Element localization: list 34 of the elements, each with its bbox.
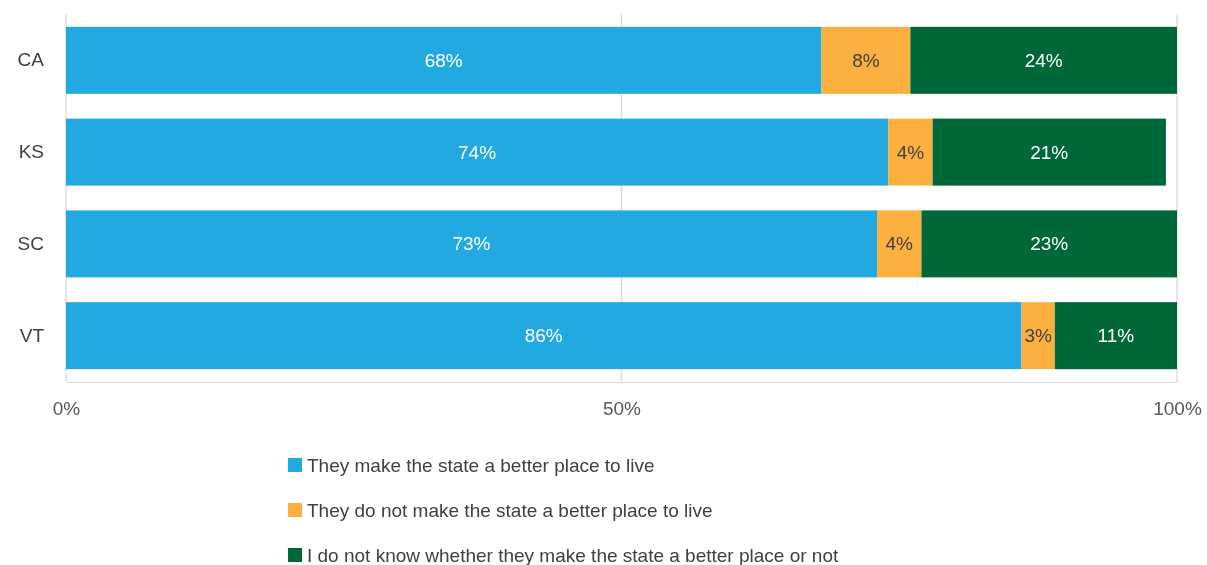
- bar: [932, 118, 1166, 186]
- bar: [1054, 302, 1177, 370]
- data-label: 74%: [458, 141, 497, 163]
- data-label: 21%: [1030, 141, 1069, 163]
- bar: [910, 26, 1177, 94]
- data-label: 4%: [885, 233, 914, 255]
- data-label: 86%: [524, 325, 563, 347]
- data-label: 68%: [424, 49, 463, 71]
- bar: [66, 118, 889, 186]
- bar: [1021, 302, 1055, 370]
- y-tick-label: SC: [17, 232, 44, 254]
- data-label: 4%: [896, 141, 925, 163]
- x-tick-label: 0%: [52, 398, 81, 420]
- bar: [66, 210, 878, 278]
- legend-label: I do not know whether they make the state a better place or not: [307, 544, 839, 565]
- bar: [821, 26, 911, 94]
- bar: [888, 118, 933, 186]
- x-tick-label: 100%: [1153, 398, 1202, 420]
- legend-label: They do not make the state a better place to live: [307, 499, 713, 521]
- data-label: 23%: [1030, 233, 1069, 255]
- data-label: 8%: [852, 49, 880, 71]
- legend-label: They make the state a better place to live: [307, 454, 655, 476]
- data-label: 11%: [1097, 325, 1135, 347]
- data-label: 3%: [1024, 325, 1052, 347]
- bar: [921, 210, 1177, 278]
- y-tick-label: VT: [19, 324, 45, 346]
- bar: [877, 210, 922, 278]
- bar: [66, 302, 1022, 370]
- x-tick-label: 50%: [602, 398, 642, 420]
- bar: [66, 26, 822, 94]
- y-tick-label: KS: [18, 141, 44, 163]
- data-label: 24%: [1024, 49, 1063, 71]
- y-tick-label: CA: [17, 49, 45, 71]
- data-label: 73%: [452, 233, 491, 255]
